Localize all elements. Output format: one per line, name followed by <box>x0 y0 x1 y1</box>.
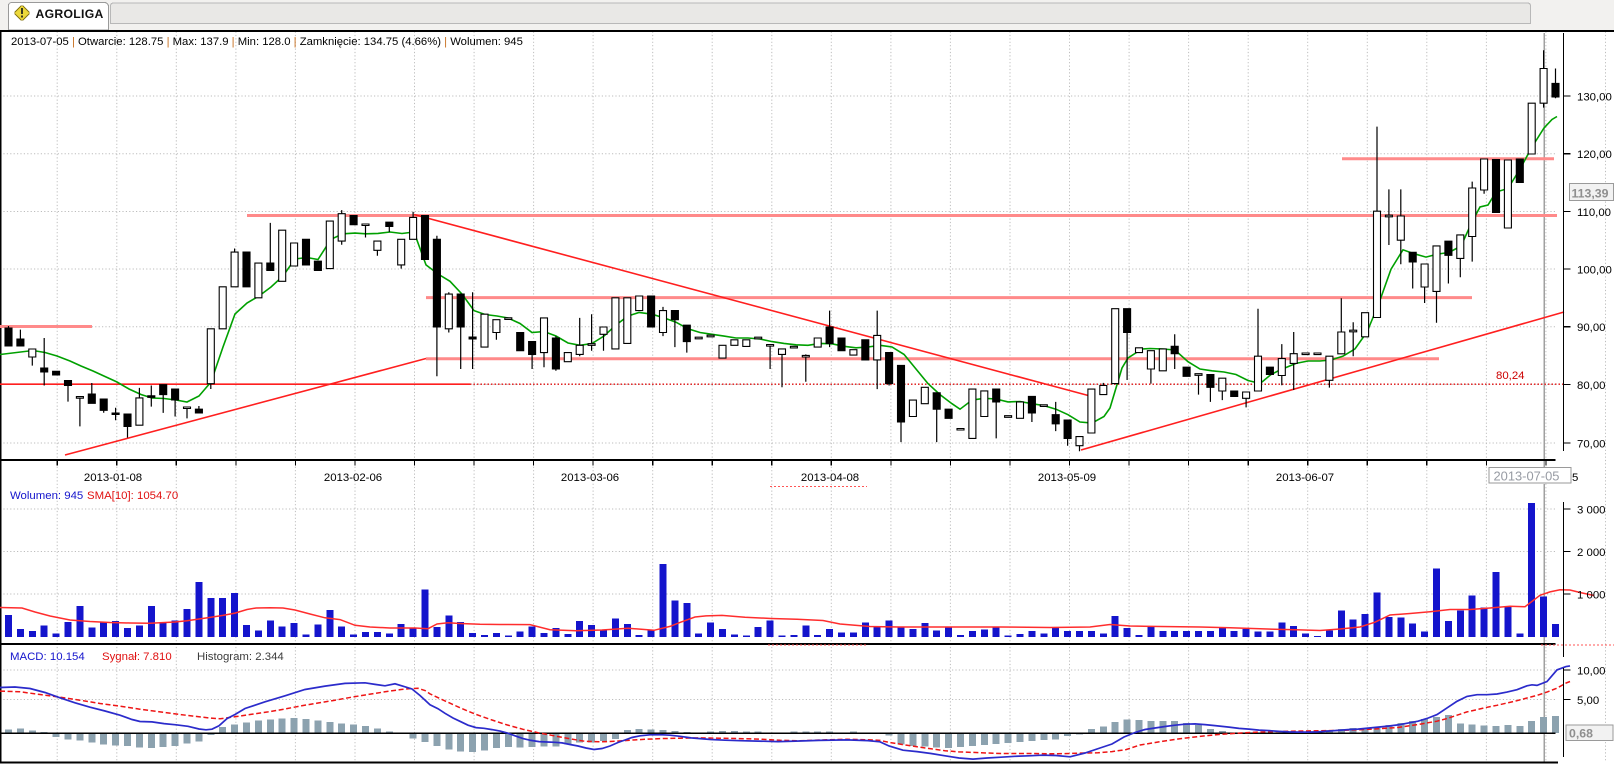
svg-text:SMA[10]: 1054.70: SMA[10]: 1054.70 <box>87 490 178 502</box>
svg-text:AGROLIGA: AGROLIGA <box>36 7 104 21</box>
svg-text:80,24: 80,24 <box>1496 370 1525 382</box>
svg-text:2 000: 2 000 <box>1577 547 1606 559</box>
svg-text:2013-03-06: 2013-03-06 <box>561 472 619 484</box>
svg-text:2013-07-05 | Otwarcie: 128.75: 2013-07-05 | Otwarcie: 128.75 | Max: 137… <box>11 36 523 48</box>
svg-text:2013-06-07: 2013-06-07 <box>1276 472 1334 484</box>
svg-text:5,00: 5,00 <box>1577 695 1599 707</box>
svg-text:100,00: 100,00 <box>1577 265 1612 277</box>
svg-text:110,00: 110,00 <box>1577 207 1611 219</box>
svg-text:2013-01-08: 2013-01-08 <box>84 472 142 484</box>
svg-text:Histogram: 2.344: Histogram: 2.344 <box>197 651 284 663</box>
svg-text:2013-02-06: 2013-02-06 <box>324 472 382 484</box>
svg-text:MACD: 10.154: MACD: 10.154 <box>10 651 85 663</box>
svg-text:5: 5 <box>1572 472 1578 484</box>
svg-text:2013-05-09: 2013-05-09 <box>1038 472 1096 484</box>
svg-text:2013-07-05: 2013-07-05 <box>1494 469 1560 484</box>
svg-text:113,39: 113,39 <box>1572 187 1609 201</box>
svg-text:80,00: 80,00 <box>1577 380 1606 392</box>
svg-text:120,00: 120,00 <box>1577 149 1612 161</box>
svg-text:70,00: 70,00 <box>1577 439 1606 451</box>
svg-text:10,00: 10,00 <box>1577 666 1606 678</box>
svg-text:90,00: 90,00 <box>1577 322 1606 334</box>
svg-text:130,00: 130,00 <box>1577 92 1612 104</box>
svg-text:0,68: 0,68 <box>1569 727 1593 741</box>
svg-text:Wolumen: 945: Wolumen: 945 <box>10 490 83 502</box>
svg-text:1 000: 1 000 <box>1577 590 1606 602</box>
svg-text:3 000: 3 000 <box>1577 505 1606 517</box>
svg-text:2013-04-08: 2013-04-08 <box>801 472 859 484</box>
svg-text:Sygnał: 7.810: Sygnał: 7.810 <box>102 651 172 663</box>
